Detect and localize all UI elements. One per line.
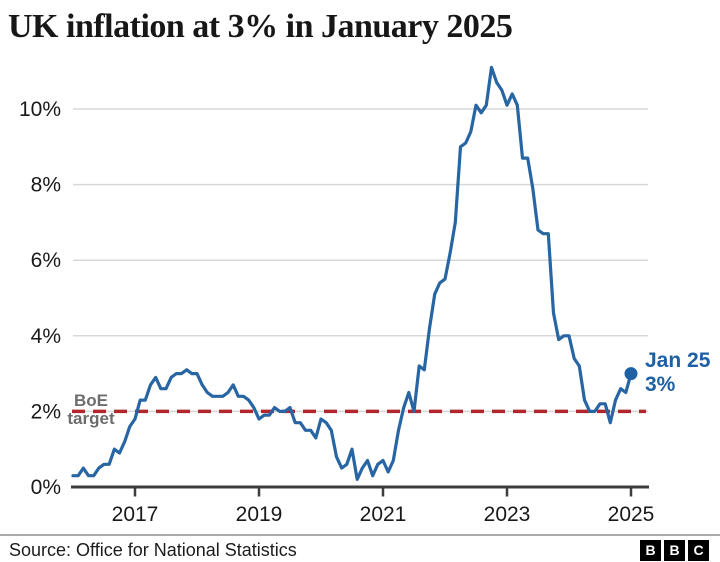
bbc-logo-block-c: C	[688, 539, 709, 561]
boe-target-label-line1: BoE	[74, 391, 108, 410]
x-tick-label-2023: 2023	[484, 503, 531, 526]
bbc-logo-block-b1: B	[640, 539, 661, 561]
boe-target-label-line2: target	[67, 409, 115, 428]
y-tick-label-0pct: 0%	[31, 476, 61, 499]
x-tick-label-2021: 2021	[360, 503, 407, 526]
source-text: Source: Office for National Statistics	[9, 539, 297, 560]
footer: Source: Office for National Statistics B…	[0, 534, 720, 562]
x-tick-label-2019: 2019	[236, 503, 283, 526]
y-tick-label-8pct: 8%	[31, 174, 61, 197]
bbc-logo-block-b2: B	[664, 539, 685, 561]
latest-point-annotation-date: Jan 25	[645, 349, 711, 372]
y-tick-label-4pct: 4%	[31, 325, 61, 348]
y-tick-label-2pct: 2%	[31, 400, 61, 423]
gridlines	[73, 108, 648, 413]
y-axis-labels: 0% 2% 4% 6% 8% 10%	[19, 98, 61, 499]
chart-title: UK inflation at 3% in January 2025	[8, 8, 513, 45]
y-tick-label-6pct: 6%	[31, 249, 61, 272]
inflation-series-line	[71, 65, 633, 481]
x-axis: 2017 2019 2021 2023 2025	[71, 485, 655, 526]
x-tick-label-2025: 2025	[608, 503, 655, 526]
bbc-logo: B B C	[640, 539, 709, 561]
y-tick-label-10pct: 10%	[19, 98, 61, 121]
series	[71, 65, 638, 481]
latest-point-marker	[624, 367, 638, 381]
x-tick-label-2017: 2017	[112, 503, 159, 526]
latest-point-annotation-value: 3%	[645, 373, 676, 396]
